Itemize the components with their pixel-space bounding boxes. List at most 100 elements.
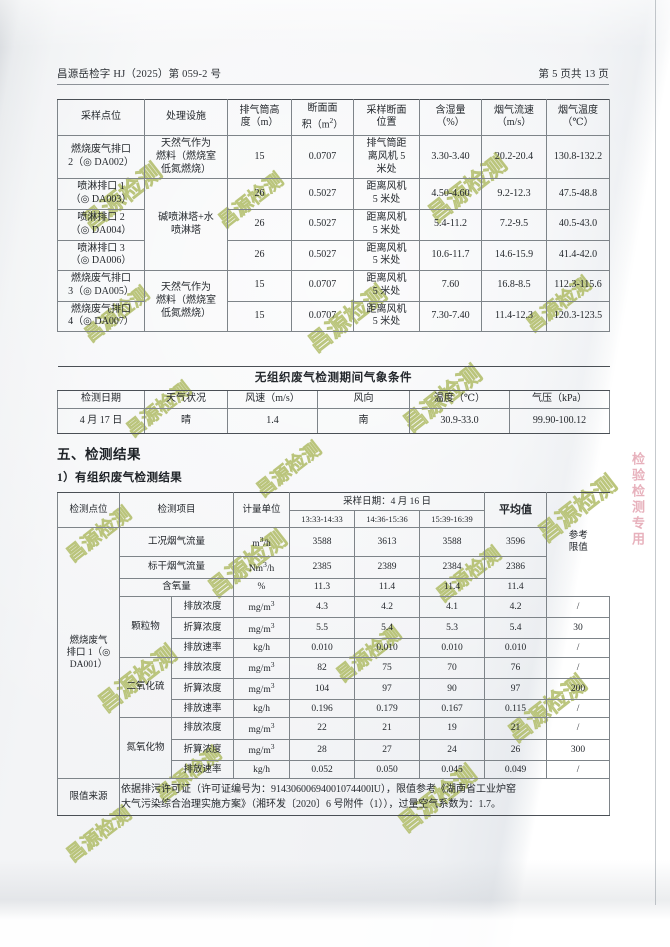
sampling-section-cell: 距离风机 5 米处 <box>353 178 420 210</box>
table-row: 4 月 17 日 晴 1.4 南 30.9-33.0 99.90-100.12 <box>57 407 610 435</box>
stack-height-cell: 15 <box>227 270 292 302</box>
item-name-cell: 含氧量 <box>118 577 235 597</box>
limit-cell: / <box>546 595 611 619</box>
table-header-row: 采样点位 处理设施 排气筒高 度（m） 断面面 积（m2） 采样断面 位置 <box>57 99 610 136</box>
velocity-cell: 7.2-9.5 <box>481 208 547 241</box>
unit-cell: kg/h <box>233 699 291 719</box>
section-area-cell: 0.0707 <box>291 300 354 333</box>
table-row: 燃烧废气排口 3（◎ DA005） 天然气作为 燃料（燃烧室 低氮燃烧） 15 … <box>57 270 610 333</box>
sub-item-cell: 排放速率 <box>170 699 235 719</box>
limit-source-row: 限值来源 依据排污许可证（许可证编号为：91430600694001074400… <box>57 778 611 817</box>
unit-cell: mg/m3 <box>233 617 291 640</box>
col-treatment-facility: 处理设施 <box>144 99 228 136</box>
col-average: 平均值 <box>484 491 548 529</box>
section-heading-results: 五、检测结果 <box>57 447 141 462</box>
col-temperature: 温度（℃） <box>409 389 510 409</box>
limit-cell: / <box>546 699 611 719</box>
pollutant-name-cell: 二氧化硫 <box>119 656 172 719</box>
sub-item-cell: 排放浓度 <box>170 656 235 679</box>
value-cell: 5.4 <box>354 617 421 640</box>
temperature-cell: 41.4-42.0 <box>546 239 610 272</box>
inspection-stamp: 检验检测专用 <box>630 452 645 548</box>
average-cell: 97 <box>484 677 548 701</box>
value-cell: 11.4 <box>419 577 486 597</box>
table-row: 燃烧废气 排口 1（◎ DA001） 工况烟气流量 m3/h 3588 3613… <box>57 527 610 780</box>
limit-source-label: 限值来源 <box>57 778 120 817</box>
average-cell: 3596 <box>484 527 548 558</box>
limit-cell: / <box>546 759 611 780</box>
value-cell: 3588 <box>419 527 486 558</box>
document-header: 昌源岳检字 HJ（2025）第 059-2 号 第 5 页共 13 页 <box>57 66 609 81</box>
stack-height-cell: 26 <box>227 239 292 272</box>
unit-cell: mg/m3 <box>233 738 291 762</box>
value-cell: 70 <box>419 656 486 679</box>
col-temperature: 烟气温度 （℃） <box>546 99 610 136</box>
table-row: 折算浓度 mg/m3 104 97 90 97 200 <box>58 677 611 701</box>
facility-cell: 碱喷淋塔+水 喷淋塔 <box>144 178 228 272</box>
average-cell: 11.4 <box>484 577 548 597</box>
value-cell: 0.050 <box>354 759 421 780</box>
stack-height-cell: 26 <box>227 178 292 210</box>
table-row: 折算浓度 mg/m3 28 27 24 26 300 <box>58 738 611 762</box>
velocity-cell: 20.2-20.4 <box>481 134 547 180</box>
average-cell: 5.4 <box>484 617 548 640</box>
section-area-cell: 0.5027 <box>291 208 354 241</box>
value-cell: 82 <box>289 656 356 679</box>
weather-band-row: 无组织废气检测期间气象条件 <box>57 366 610 391</box>
col-sampling-point: 采样点位 <box>57 99 145 136</box>
exhaust-parameters-table: 采样点位 处理设施 排气筒高 度（m） 断面面 积（m2） 采样断面 位置 <box>57 99 610 333</box>
test-date-cell: 4 月 17 日 <box>57 407 145 435</box>
limit-cell: / <box>546 656 611 679</box>
value-cell: 0.167 <box>419 699 486 719</box>
humidity-cell: 7.60 <box>419 270 482 302</box>
table-row: 喷淋排口 1 （◎ DA003） 碱喷淋塔+水 喷淋塔 26 0.5027 距离… <box>57 178 610 272</box>
value-cell: 2384 <box>419 556 486 579</box>
average-cell: 26 <box>484 738 548 762</box>
header-divider <box>57 84 609 85</box>
temperature-cell: 112.3-115.6 <box>546 270 610 302</box>
temperature-cell: 47.5-48.8 <box>546 178 610 210</box>
sampling-point-cell: 燃烧废气排口 2（◎ DA002） <box>57 134 145 180</box>
humidity-cell: 3.30-3.40 <box>419 134 482 180</box>
temperature-cell: 130.8-132.2 <box>546 134 610 180</box>
value-cell: 0.196 <box>289 699 356 719</box>
item-name-cell: 标干烟气流量 <box>118 556 235 579</box>
pollutant-name-cell: 颗粒物 <box>119 595 172 658</box>
table-row: 氮氧化物 排放浓度 mg/m3 22 21 19 21 / <box>58 717 611 780</box>
sampling-point-cell: 燃烧废气排口 4（◎ DA007） <box>57 300 145 333</box>
average-cell: 21 <box>484 717 548 740</box>
sampling-section-cell: 距离风机 5 米处 <box>353 208 420 241</box>
unit-cell: mg/m3 <box>233 595 291 619</box>
value-cell: 22 <box>289 717 356 740</box>
limit-cell: 30 <box>546 617 611 640</box>
sub-item-cell: 排放速率 <box>170 759 235 780</box>
sampling-section-cell: 距离风机 5 米处 <box>353 270 420 302</box>
section-area-cell: 0.0707 <box>291 270 354 302</box>
value-cell: 5.3 <box>419 617 486 640</box>
item-name-cell: 工况烟气流量 <box>118 527 235 558</box>
spacer-cell <box>547 557 610 578</box>
value-cell: 11.3 <box>289 577 356 597</box>
humidity-cell: 4.50-4.60 <box>419 178 482 210</box>
humidity-cell: 5.4-11.2 <box>419 208 482 241</box>
unit-cell: mg/m3 <box>233 717 291 740</box>
col-humidity: 含湿量 （%） <box>419 99 482 136</box>
sub-item-cell: 折算浓度 <box>170 677 235 701</box>
stack-height-cell: 26 <box>227 208 292 241</box>
section-area-cell: 0.0707 <box>291 134 354 180</box>
sampling-point-cell: 喷淋排口 1 （◎ DA003） <box>57 178 145 210</box>
table-header-row: 检测日期 天气状况 风速（m/s） 风向 温度（℃） 气压（kPa） <box>57 389 610 409</box>
value-cell: 0.179 <box>354 699 421 719</box>
limit-cell: 300 <box>546 738 611 762</box>
unit-cell: kg/h <box>233 759 291 780</box>
col-test-point: 检测点位 <box>57 491 120 529</box>
sub-item-cell: 折算浓度 <box>170 738 235 762</box>
col-sampling-date: 采样日期：4 月 16 日 <box>289 491 486 512</box>
humidity-cell: 10.6-11.7 <box>419 239 482 272</box>
page-edge-line <box>655 0 656 905</box>
value-cell: 104 <box>289 677 356 701</box>
value-cell: 19 <box>419 717 486 740</box>
unit-cell: m3/h <box>233 527 291 558</box>
organized-exhaust-results-table: 检测点位 检测项目 计量单位 采样日期：4 月 16 日 平均值 13:33-1… <box>57 491 611 817</box>
test-point-cell: 燃烧废气 排口 1（◎ DA001） <box>57 527 120 780</box>
